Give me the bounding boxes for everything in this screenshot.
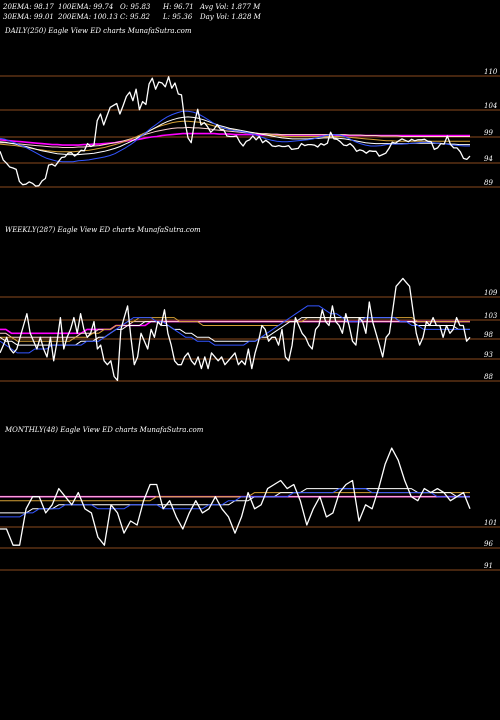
monthly-panel-title: MONTHLY(48) Eagle View ED charts MunafaS…	[5, 426, 204, 434]
ema20-stat: 20EMA: 98.17	[3, 3, 54, 11]
ema100-stat: 100EMA: 99.74	[58, 3, 114, 11]
ema200-stat: 200EMA: 100.13	[58, 13, 118, 21]
avg-vol-stat: Avg Vol: 1.877 M	[200, 3, 261, 11]
low-stat: L: 95.36	[163, 13, 193, 21]
y-tick-label: 89	[484, 179, 493, 187]
day-vol-stat: Day Vol: 1.828 M	[200, 13, 261, 21]
y-tick-label: 91	[484, 562, 493, 570]
ema-pink-line	[0, 126, 470, 148]
y-tick-label: 96	[484, 540, 493, 548]
y-tick-label: 98	[484, 331, 493, 339]
y-tick-label: 103	[484, 312, 498, 320]
y-tick-label: 101	[484, 519, 497, 527]
y-tick-label: 110	[484, 68, 498, 76]
y-tick-label: 88	[484, 373, 493, 381]
price-line	[0, 447, 471, 546]
open-stat: O: 95.83	[120, 3, 151, 11]
y-tick-label: 109	[484, 289, 498, 297]
high-stat: H: 96.71	[163, 3, 194, 11]
y-tick-label: 94	[484, 155, 493, 163]
ema30-stat: 30EMA: 99.01	[3, 13, 54, 21]
daily-panel-title: DAILY(250) Eagle View ED charts MunafaSu…	[5, 27, 192, 35]
y-tick-label: 99	[484, 129, 493, 137]
price-line	[0, 277, 471, 382]
y-tick-label: 93	[484, 351, 493, 359]
ema-blue-line	[0, 488, 470, 518]
close-stat: C: 95.82	[120, 13, 150, 21]
y-tick-label: 104	[484, 102, 497, 110]
weekly-panel-title: WEEKLY(287) Eagle View ED charts MunafaS…	[5, 226, 201, 234]
price-line	[0, 76, 471, 187]
